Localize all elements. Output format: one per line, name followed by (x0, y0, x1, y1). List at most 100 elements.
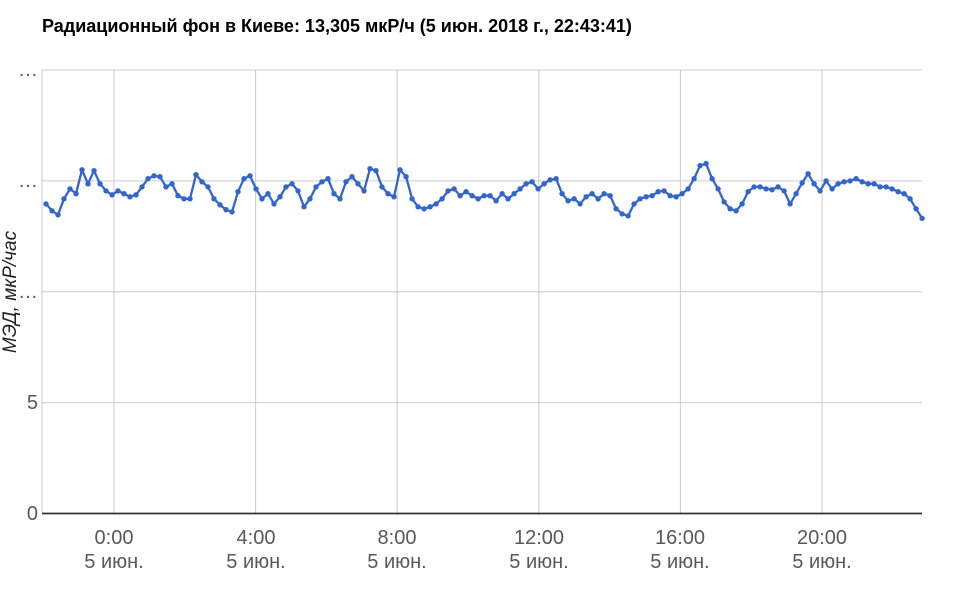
data-point[interactable] (583, 194, 589, 200)
data-point[interactable] (625, 213, 631, 219)
data-point[interactable] (697, 162, 703, 169)
data-point[interactable] (547, 177, 553, 183)
data-point[interactable] (685, 186, 691, 192)
data-point[interactable] (745, 189, 751, 195)
data-point[interactable] (691, 176, 697, 182)
data-point[interactable] (331, 191, 337, 197)
data-point[interactable] (211, 196, 217, 202)
data-point[interactable] (115, 188, 121, 194)
data-point[interactable] (415, 204, 421, 210)
data-point[interactable] (811, 181, 817, 187)
data-point[interactable] (229, 209, 235, 215)
data-point[interactable] (763, 186, 769, 192)
data-point[interactable] (601, 191, 607, 197)
data-point[interactable] (619, 211, 625, 217)
data-point[interactable] (559, 191, 565, 197)
data-point[interactable] (877, 184, 883, 190)
data-point[interactable] (85, 181, 91, 187)
data-point[interactable] (361, 188, 367, 194)
data-point[interactable] (775, 184, 781, 190)
data-point[interactable] (523, 181, 529, 187)
data-point[interactable] (715, 186, 721, 192)
data-point[interactable] (859, 179, 865, 185)
data-point[interactable] (223, 207, 229, 213)
data-point[interactable] (481, 193, 487, 199)
data-point[interactable] (385, 191, 391, 197)
data-point[interactable] (577, 201, 583, 207)
data-point[interactable] (469, 193, 475, 199)
data-point[interactable] (721, 199, 727, 205)
data-point[interactable] (613, 206, 619, 212)
data-point[interactable] (265, 191, 271, 197)
data-point[interactable] (727, 206, 733, 212)
data-point[interactable] (355, 181, 361, 187)
data-point[interactable] (379, 184, 385, 190)
data-point[interactable] (313, 184, 319, 190)
data-point[interactable] (337, 196, 343, 202)
data-point[interactable] (97, 181, 103, 187)
data-point[interactable] (109, 192, 115, 198)
data-point[interactable] (49, 208, 55, 214)
data-point[interactable] (661, 188, 667, 194)
data-point[interactable] (79, 167, 85, 173)
data-point[interactable] (637, 196, 643, 202)
data-point[interactable] (847, 178, 853, 184)
data-point[interactable] (835, 181, 841, 187)
data-point[interactable] (883, 184, 889, 190)
data-point[interactable] (853, 176, 859, 182)
data-point[interactable] (793, 191, 799, 197)
data-point[interactable] (541, 181, 547, 187)
data-point[interactable] (565, 198, 571, 204)
data-point[interactable] (307, 196, 313, 202)
data-point[interactable] (295, 188, 301, 194)
data-point[interactable] (553, 176, 559, 182)
data-point[interactable] (913, 206, 919, 212)
data-point[interactable] (817, 188, 823, 194)
data-point[interactable] (919, 215, 925, 222)
data-point[interactable] (439, 196, 445, 202)
data-point[interactable] (427, 204, 433, 210)
data-point[interactable] (865, 181, 871, 187)
data-point[interactable] (205, 184, 211, 190)
data-point[interactable] (241, 176, 247, 182)
data-point[interactable] (247, 173, 253, 179)
data-point[interactable] (67, 186, 73, 192)
data-point[interactable] (235, 189, 241, 195)
data-point[interactable] (73, 191, 79, 197)
data-point[interactable] (769, 187, 775, 193)
data-point[interactable] (649, 193, 655, 199)
data-point[interactable] (751, 184, 757, 190)
data-point[interactable] (709, 176, 715, 182)
data-point[interactable] (679, 191, 685, 197)
data-point[interactable] (733, 208, 739, 214)
data-point[interactable] (895, 189, 901, 195)
data-point[interactable] (43, 201, 49, 207)
data-point[interactable] (139, 184, 145, 190)
data-point[interactable] (487, 193, 493, 199)
data-point[interactable] (631, 201, 637, 207)
data-point[interactable] (175, 193, 181, 199)
data-point[interactable] (841, 179, 847, 185)
data-point[interactable] (571, 196, 577, 202)
data-point[interactable] (301, 204, 307, 210)
data-point[interactable] (511, 191, 517, 197)
data-point[interactable] (673, 194, 679, 200)
data-point[interactable] (127, 194, 133, 200)
data-point[interactable] (319, 179, 325, 185)
data-point[interactable] (667, 193, 673, 199)
data-point[interactable] (529, 179, 535, 185)
data-point[interactable] (283, 184, 289, 190)
data-point[interactable] (739, 201, 745, 207)
data-point[interactable] (103, 188, 109, 194)
data-point[interactable] (781, 188, 787, 194)
data-point[interactable] (391, 194, 397, 200)
data-point[interactable] (253, 186, 259, 192)
data-point[interactable] (193, 172, 199, 178)
data-point[interactable] (445, 188, 451, 194)
data-point[interactable] (349, 174, 355, 180)
data-point[interactable] (457, 193, 463, 199)
data-point[interactable] (517, 186, 523, 192)
data-point[interactable] (55, 212, 61, 218)
data-point[interactable] (367, 166, 373, 172)
data-point[interactable] (823, 178, 829, 184)
